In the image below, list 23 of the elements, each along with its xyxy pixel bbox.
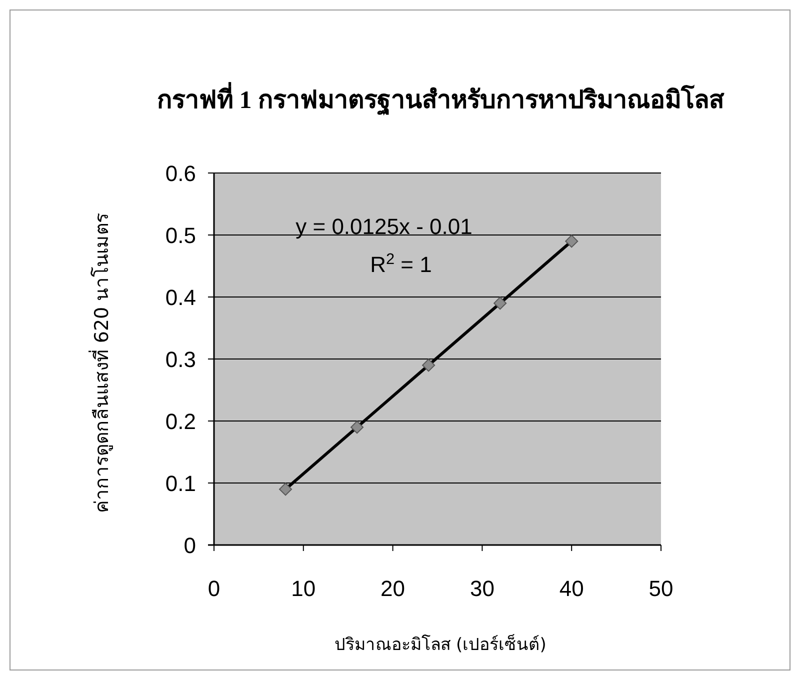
y-tick-label: 0.5 <box>165 223 196 248</box>
x-axis-title: ปริมาณอะมิโลส (เปอร์เซ็นต์) <box>334 633 546 655</box>
point <box>422 358 436 372</box>
annotation: y = 0.0125x - 0.01 <box>296 214 472 239</box>
x-tick-label: 10 <box>291 576 316 601</box>
x-tick-label: 40 <box>559 576 584 601</box>
y-tick-label: 0 <box>184 533 196 558</box>
x-tick-label: 0 <box>208 576 220 601</box>
point <box>350 420 364 434</box>
annotation: R$^{2}$ = 1 <box>370 250 432 277</box>
point <box>494 296 507 310</box>
y-tick-label: 0.2 <box>165 409 196 434</box>
point <box>565 234 578 248</box>
y-tick-label: 0.6 <box>165 161 196 186</box>
chart-title: กราฟที่ 1 กราฟมาตรฐานสำหรับการหาปริมาณอมิโลส <box>157 82 725 116</box>
point <box>279 482 292 496</box>
y-tick-label: 0.1 <box>165 471 196 496</box>
x-tick-label: 50 <box>648 576 674 601</box>
x-tick-label: 20 <box>380 576 406 601</box>
y-tick-label: 0.4 <box>165 285 196 310</box>
y-axis-title: ค่าการดูดกลืนแสงที่ 620 นาโนเมตร <box>88 212 113 514</box>
x-tick-label: 30 <box>470 576 494 601</box>
y-tick-label: 0.3 <box>165 347 196 372</box>
